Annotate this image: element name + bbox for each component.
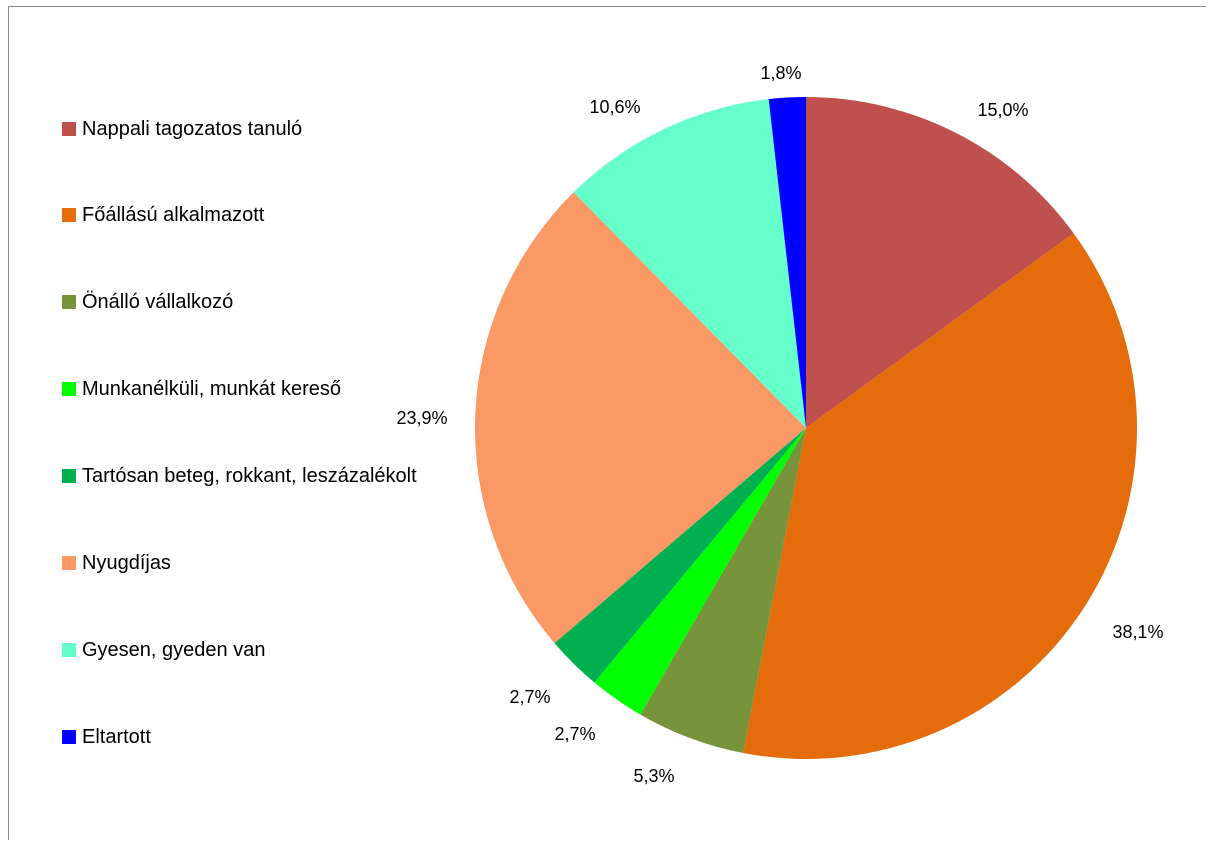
chart-frame <box>8 6 1206 840</box>
data-label-gyes: 10,6% <box>589 97 640 117</box>
legend-item-gyes: Gyesen, gyeden van <box>62 635 265 665</box>
data-label-nappali: 15,0% <box>977 100 1028 120</box>
pie-slice-nyugdijas <box>475 192 806 644</box>
legend-swatch <box>62 295 76 309</box>
legend-swatch <box>62 122 76 136</box>
legend-label: Nappali tagozatos tanuló <box>82 117 303 140</box>
data-label-foallasu: 38,1% <box>1112 622 1163 642</box>
legend-item-munkanelkuli: Munkanélküli, munkát kereső <box>62 374 341 404</box>
pie-slice-tartosan-beteg <box>554 428 806 683</box>
legend-item-tartosan-beteg: Tartósan beteg, rokkant, leszázalékolt <box>62 461 417 491</box>
legend-item-foallasu: Főállású alkalmazott <box>62 200 264 230</box>
pie-slice-onallo <box>640 428 806 753</box>
legend-item-nyugdijas: Nyugdíjas <box>62 548 171 578</box>
legend-label: Tartósan beteg, rokkant, leszázalékolt <box>82 464 417 487</box>
data-label-munkanelkuli: 2,7% <box>554 724 595 744</box>
legend-label: Munkanélküli, munkát kereső <box>82 377 342 400</box>
legend-swatch <box>62 643 76 657</box>
data-label-tartosan-beteg: 2,7% <box>509 687 550 707</box>
pie-slice-gyes <box>573 99 806 429</box>
pie-slice-munkanelkuli <box>594 428 806 715</box>
legend-swatch <box>62 469 76 483</box>
data-label-eltartott: 1,8% <box>760 63 801 83</box>
legend-label: Főállású alkalmazott <box>82 203 265 226</box>
legend-swatch <box>62 730 76 744</box>
legend-swatch <box>62 556 76 570</box>
pie-slice-foallasu <box>743 233 1137 759</box>
data-label-nyugdijas: 23,9% <box>396 408 447 428</box>
legend-swatch <box>62 382 76 396</box>
legend-label: Önálló vállalkozó <box>82 290 234 313</box>
pie-slice-nappali <box>806 97 1074 428</box>
legend-label: Gyesen, gyeden van <box>82 638 266 661</box>
legend-item-nappali: Nappali tagozatos tanuló <box>62 114 302 144</box>
data-label-onallo: 5,3% <box>633 766 674 786</box>
legend-item-eltartott: Eltartott <box>62 722 151 752</box>
legend-swatch <box>62 208 76 222</box>
legend-label: Nyugdíjas <box>82 551 171 574</box>
legend-label: Eltartott <box>82 725 151 748</box>
legend-item-onallo: Önálló vállalkozó <box>62 287 233 317</box>
pie-slice-eltartott <box>768 97 806 428</box>
